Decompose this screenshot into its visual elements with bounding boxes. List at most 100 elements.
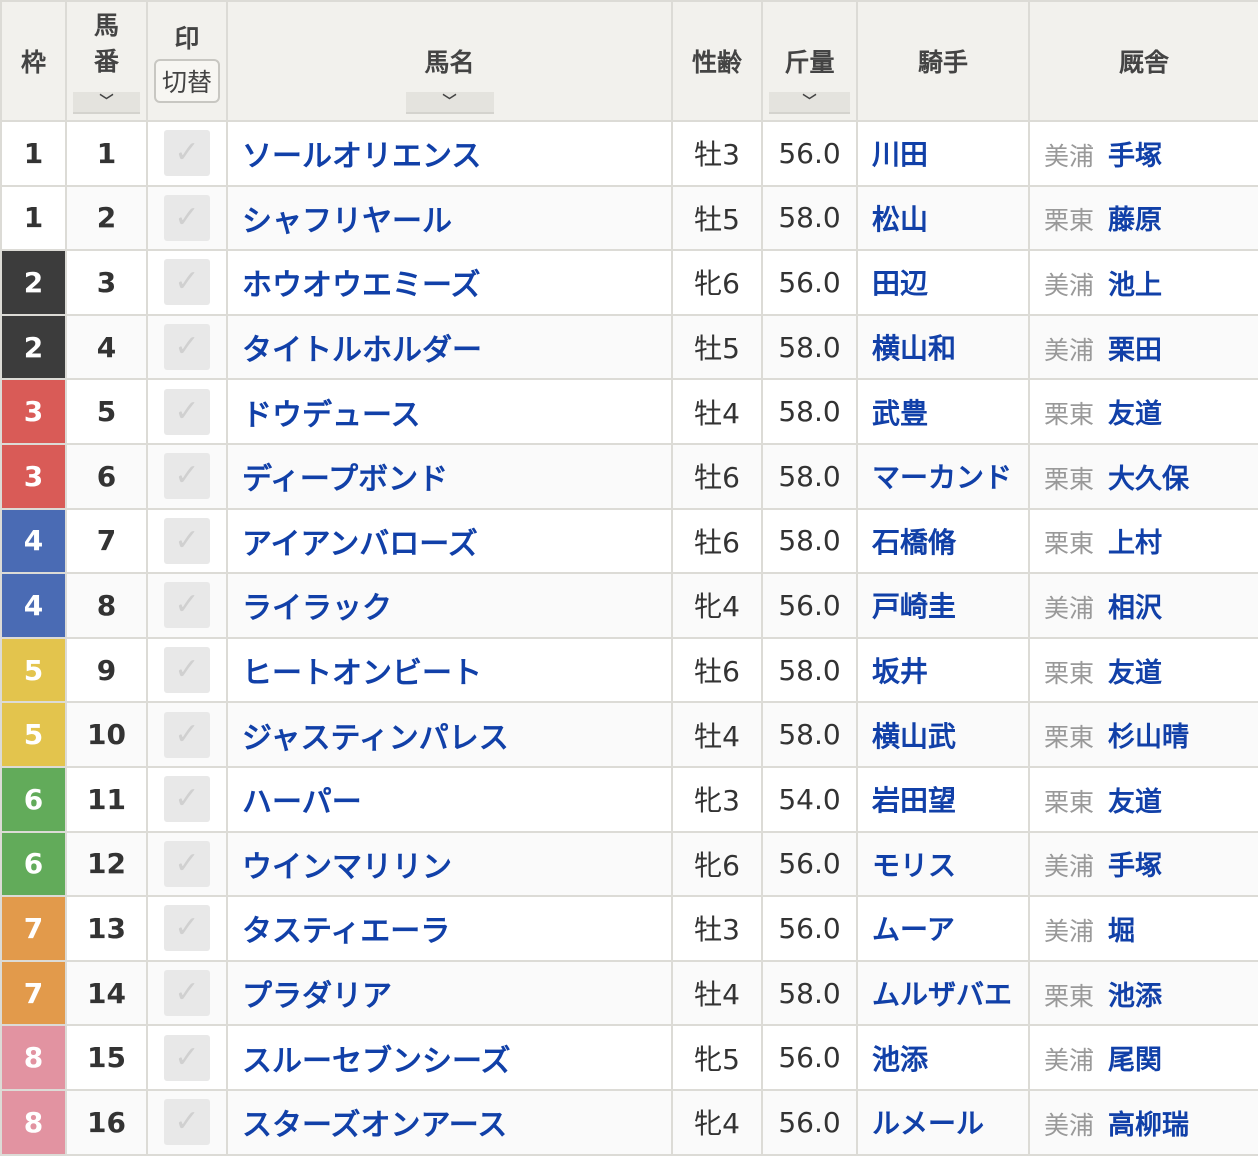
sort-umaban-button[interactable]: ﹀ bbox=[73, 92, 140, 114]
checkmark-icon[interactable]: ✓ bbox=[164, 453, 210, 500]
table-row: 1 1 ✓ ソールオリエンス 牡3 56.0 川田 美浦 手塚 bbox=[0, 120, 1258, 187]
jockey-link[interactable]: 横山武 bbox=[856, 701, 1030, 768]
checkmark-icon[interactable]: ✓ bbox=[164, 259, 210, 306]
table-row: 6 11 ✓ ハーパー 牝3 54.0 岩田望 栗東 友道 bbox=[0, 765, 1258, 833]
mark-switch-button[interactable]: 切替 bbox=[153, 59, 220, 103]
trainer-link[interactable]: 上村 bbox=[1108, 528, 1163, 560]
table-row: 3 5 ✓ ドウデュース 牡4 58.0 武豊 栗東 友道 bbox=[0, 378, 1258, 445]
frame-number: 4 bbox=[0, 507, 67, 575]
trainer-link[interactable]: 栗田 bbox=[1108, 334, 1163, 366]
trainer-link[interactable]: 池上 bbox=[1108, 269, 1163, 301]
stable-location: 美浦 bbox=[1044, 1046, 1095, 1076]
checkmark-icon[interactable]: ✓ bbox=[164, 582, 210, 629]
trainer-link[interactable]: 堀 bbox=[1108, 915, 1136, 947]
checkmark-icon[interactable]: ✓ bbox=[164, 711, 210, 758]
table-row: 7 14 ✓ プラダリア 牡4 58.0 ムルザバエ 栗東 池添 bbox=[0, 959, 1258, 1027]
trainer-link[interactable]: 手塚 bbox=[1108, 851, 1163, 883]
jockey-link[interactable]: 戸崎圭 bbox=[856, 572, 1030, 639]
jockey-link[interactable]: 石橋脩 bbox=[856, 507, 1030, 575]
horse-name-link[interactable]: プラダリア bbox=[226, 959, 673, 1027]
horse-name-link[interactable]: ドウデュース bbox=[226, 378, 673, 445]
horse-name-link[interactable]: ホウオウエミーズ bbox=[226, 249, 673, 316]
checkmark-icon[interactable]: ✓ bbox=[164, 324, 210, 371]
horse-name-link[interactable]: ヒートオンビート bbox=[226, 636, 673, 704]
horse-name-link[interactable]: ライラック bbox=[226, 572, 673, 639]
weight: 56.0 bbox=[761, 249, 858, 316]
mark-cell: ✓ bbox=[146, 120, 228, 187]
jockey-link[interactable]: ムルザバエ bbox=[856, 959, 1030, 1027]
header-waku: 枠 bbox=[0, 0, 67, 122]
stable-location: 栗東 bbox=[1044, 464, 1095, 494]
trainer-link[interactable]: 大久保 bbox=[1108, 463, 1190, 495]
sort-name-button[interactable]: ﹀ bbox=[405, 92, 494, 114]
stable-cell: 栗東 藤原 bbox=[1028, 184, 1258, 252]
weight: 58.0 bbox=[761, 313, 858, 381]
trainer-link[interactable]: 杉山晴 bbox=[1108, 722, 1190, 754]
jockey-link[interactable]: 池添 bbox=[856, 1024, 1030, 1091]
jockey-link[interactable]: 武豊 bbox=[856, 378, 1030, 445]
checkmark-icon[interactable]: ✓ bbox=[164, 905, 210, 952]
horse-name-link[interactable]: シャフリヤール bbox=[226, 184, 673, 252]
horse-name-link[interactable]: ウインマリリン bbox=[226, 830, 673, 898]
jockey-link[interactable]: マーカンド bbox=[856, 442, 1030, 510]
stable-location: 栗東 bbox=[1044, 787, 1095, 817]
jockey-link[interactable]: モリス bbox=[856, 830, 1030, 898]
jockey-link[interactable]: 坂井 bbox=[856, 636, 1030, 704]
trainer-link[interactable]: 友道 bbox=[1108, 657, 1163, 689]
trainer-link[interactable]: 藤原 bbox=[1108, 205, 1163, 237]
jockey-link[interactable]: ムーア bbox=[856, 895, 1030, 962]
horse-name-link[interactable]: タスティエーラ bbox=[226, 895, 673, 962]
frame-number: 2 bbox=[0, 313, 67, 381]
checkmark-icon[interactable]: ✓ bbox=[164, 647, 210, 694]
mark-cell: ✓ bbox=[146, 249, 228, 316]
checkmark-icon[interactable]: ✓ bbox=[164, 1099, 210, 1146]
checkmark-icon[interactable]: ✓ bbox=[164, 388, 210, 435]
sort-weight-button[interactable]: ﹀ bbox=[769, 92, 850, 114]
frame-number: 3 bbox=[0, 442, 67, 510]
trainer-link[interactable]: 友道 bbox=[1108, 786, 1163, 818]
trainer-link[interactable]: 池添 bbox=[1108, 980, 1163, 1012]
trainer-link[interactable]: 手塚 bbox=[1108, 140, 1163, 172]
sex-age: 牡4 bbox=[671, 378, 763, 445]
trainer-link[interactable]: 尾関 bbox=[1108, 1045, 1163, 1077]
jockey-link[interactable]: 岩田望 bbox=[856, 765, 1030, 833]
jockey-link[interactable]: 松山 bbox=[856, 184, 1030, 252]
checkmark-icon[interactable]: ✓ bbox=[164, 776, 210, 823]
horse-name-link[interactable]: スターズオンアース bbox=[226, 1088, 673, 1156]
horse-name-link[interactable]: スルーセブンシーズ bbox=[226, 1024, 673, 1091]
chevron-down-icon: ﹀ bbox=[99, 94, 114, 110]
checkmark-icon[interactable]: ✓ bbox=[164, 130, 210, 177]
horse-name-link[interactable]: ソールオリエンス bbox=[226, 120, 673, 187]
stable-location: 栗東 bbox=[1044, 400, 1095, 430]
stable-location: 美浦 bbox=[1044, 1110, 1095, 1140]
jockey-link[interactable]: 横山和 bbox=[856, 313, 1030, 381]
stable-cell: 美浦 手塚 bbox=[1028, 120, 1258, 187]
trainer-link[interactable]: 友道 bbox=[1108, 399, 1163, 431]
stable-location: 美浦 bbox=[1044, 852, 1095, 882]
jockey-link[interactable]: 田辺 bbox=[856, 249, 1030, 316]
horse-name-link[interactable]: ジャスティンパレス bbox=[226, 701, 673, 768]
stable-location: 美浦 bbox=[1044, 270, 1095, 300]
checkmark-icon[interactable]: ✓ bbox=[164, 194, 210, 241]
horse-number: 1 bbox=[65, 120, 148, 187]
stable-cell: 美浦堀 bbox=[1028, 895, 1258, 962]
frame-number: 8 bbox=[0, 1088, 67, 1156]
trainer-link[interactable]: 高柳瑞 bbox=[1108, 1109, 1190, 1141]
horse-name-link[interactable]: アイアンバローズ bbox=[226, 507, 673, 575]
horse-name-link[interactable]: タイトルホルダー bbox=[226, 313, 673, 381]
trainer-link[interactable]: 相沢 bbox=[1108, 592, 1163, 624]
table-row: 2 3 ✓ ホウオウエミーズ 牝6 56.0 田辺 美浦 池上 bbox=[0, 249, 1258, 316]
sex-age: 牝5 bbox=[671, 1024, 763, 1091]
mark-cell: ✓ bbox=[146, 636, 228, 704]
horse-name-link[interactable]: ディープボンド bbox=[226, 442, 673, 510]
jockey-link[interactable]: 川田 bbox=[856, 120, 1030, 187]
checkmark-icon[interactable]: ✓ bbox=[164, 517, 210, 564]
jockey-link[interactable]: ルメール bbox=[856, 1088, 1030, 1156]
mark-cell: ✓ bbox=[146, 507, 228, 575]
stable-location: 美浦 bbox=[1044, 593, 1095, 623]
stable-cell: 美浦 尾関 bbox=[1028, 1024, 1258, 1091]
checkmark-icon[interactable]: ✓ bbox=[164, 970, 210, 1017]
checkmark-icon[interactable]: ✓ bbox=[164, 840, 210, 887]
horse-name-link[interactable]: ハーパー bbox=[226, 765, 673, 833]
checkmark-icon[interactable]: ✓ bbox=[164, 1034, 210, 1081]
